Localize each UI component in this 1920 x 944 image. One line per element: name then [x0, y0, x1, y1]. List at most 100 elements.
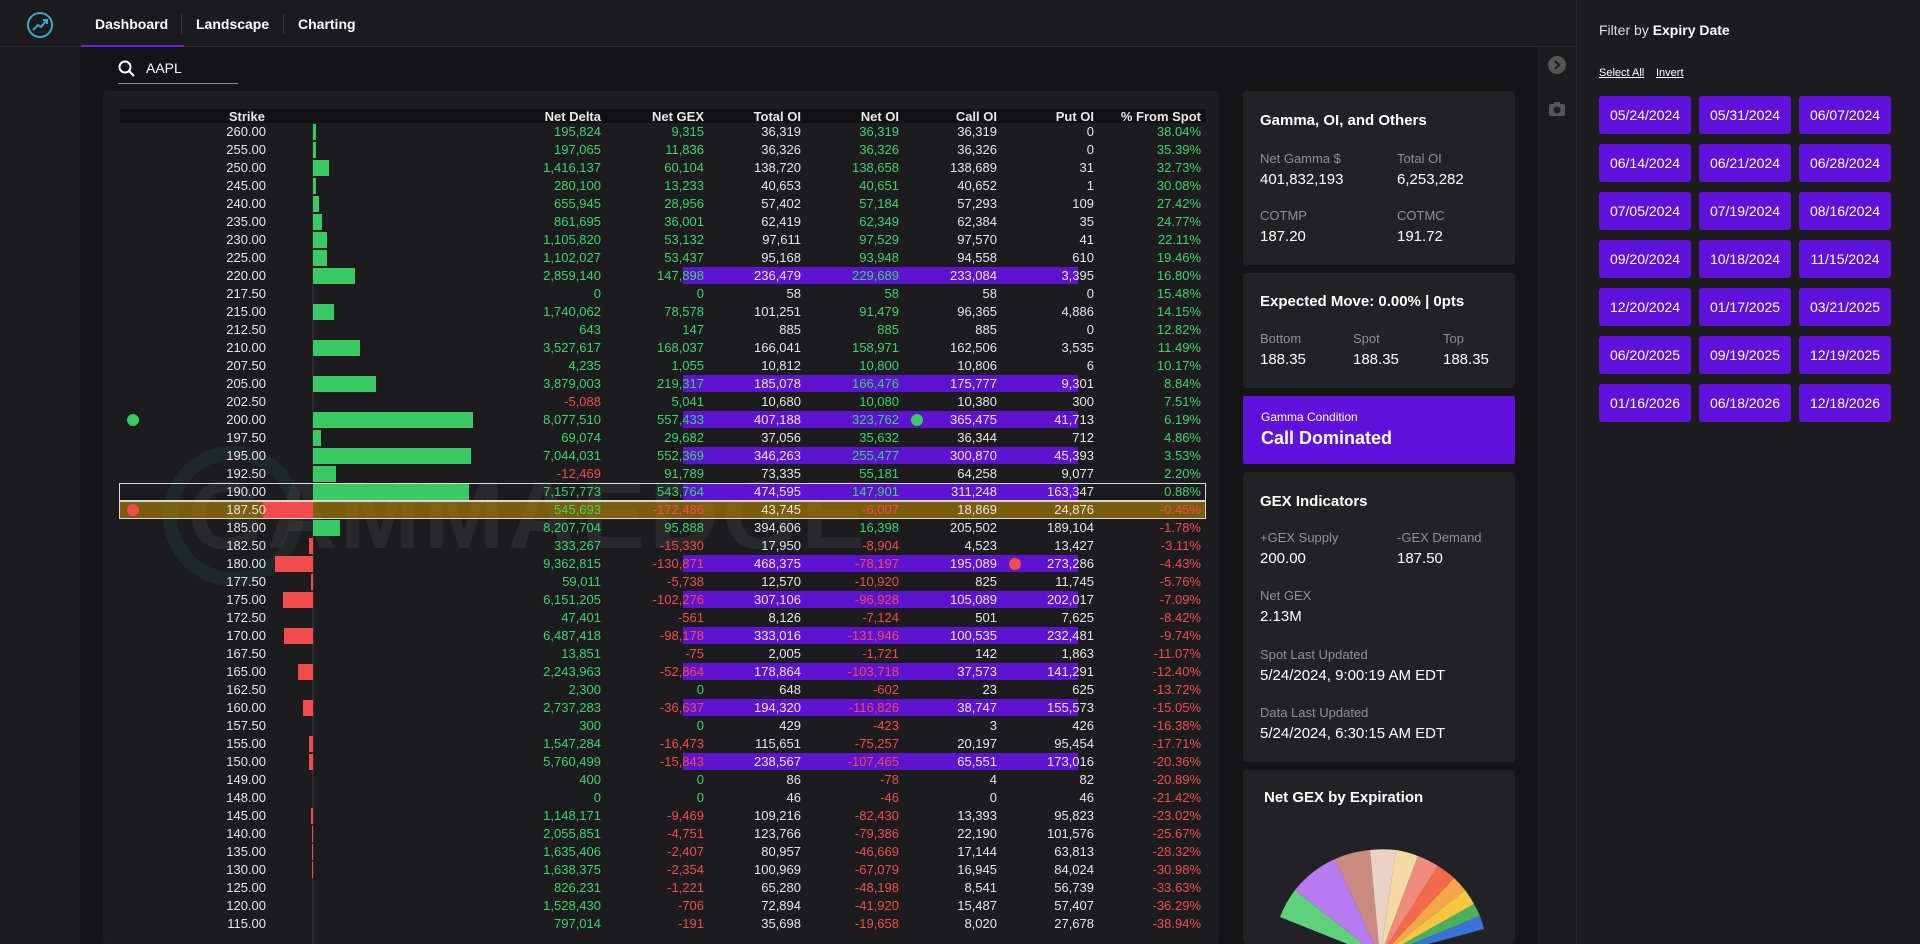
call-oi-cell: 4 [989, 772, 997, 787]
net-oi-cell: -82,430 [854, 808, 899, 823]
table-row[interactable]: 255.00 197,065 11,836 36,326 36,326 36,326 0 35… [103, 141, 1219, 159]
table-row[interactable]: 210.00 3,527,617 168,037 166,041 158,971 162,… [103, 339, 1219, 357]
select-all-link[interactable]: Select All [1599, 67, 1645, 79]
gex-bar [298, 664, 313, 680]
chevron-right-icon[interactable] [1547, 55, 1567, 75]
table-row[interactable]: 250.00 1,416,137 60,104 138,720 138,658 138,6… [103, 159, 1219, 177]
table-row[interactable]: 120.00 1,528,430 -706 72,894 -41,920 15,487 57… [103, 897, 1219, 915]
camera-icon[interactable] [1547, 99, 1567, 119]
table-row[interactable]: 225.00 1,102,027 53,437 95,168 93,948 94,558 6… [103, 249, 1219, 267]
expiry-date-button[interactable]: 07/19/2024 [1699, 192, 1791, 230]
tab-charting[interactable]: Charting [298, 16, 356, 32]
table-row[interactable]: 217.50 0 0 58 58 58 0 15.48% [103, 285, 1219, 303]
table-row[interactable]: 207.50 4,235 1,055 10,812 10,800 10,806 6 10.17… [103, 357, 1219, 375]
tab-dashboard[interactable]: Dashboard [80, 16, 185, 47]
net-delta-cell: 47,401 [561, 610, 601, 625]
table-row[interactable]: 115.00 797,014 -191 35,698 -19,658 8,020 27,67… [103, 915, 1219, 933]
net-gex-cell: -15,330 [659, 538, 704, 553]
app-logo-icon[interactable] [27, 12, 53, 38]
expiry-date-button[interactable]: 06/28/2024 [1799, 144, 1891, 182]
total-oi-cell: 10,812 [761, 358, 801, 373]
expiry-date-button[interactable]: 09/19/2025 [1699, 336, 1791, 374]
col-header-net-gex[interactable]: Net GEX [651, 109, 704, 124]
table-row[interactable]: 130.00 1,638,375 -2,354 100,969 -67,079 16,94… [103, 861, 1219, 879]
col-header-net-oi[interactable]: Net OI [860, 109, 899, 124]
expiry-date-button[interactable]: 06/20/2025 [1599, 336, 1691, 374]
net-delta-cell: 655,945 [554, 196, 601, 211]
col-header-put-oi[interactable]: Put OI [1055, 109, 1094, 124]
expiry-date-button[interactable]: 08/16/2024 [1799, 192, 1891, 230]
table-row[interactable]: 160.00 2,737,283 -36,637 194,320 -116,826 38,… [103, 699, 1219, 717]
table-row[interactable]: 260.00 195,824 9,315 36,319 36,319 36,319 0 38.… [103, 123, 1219, 141]
table-row[interactable]: 155.00 1,547,284 -16,473 115,651 -75,257 20,1… [103, 735, 1219, 753]
expiry-date-button[interactable]: 06/07/2024 [1799, 96, 1891, 134]
col-header-pct-from-spot[interactable]: % From Spot [1120, 109, 1201, 124]
table-row[interactable]: 175.00 6,151,205 -102,276 307,106 -96,928 105… [103, 591, 1219, 609]
table-row[interactable]: 240.00 655,945 28,956 57,402 57,184 57,293 109… [103, 195, 1219, 213]
table-row[interactable]: 187.50 545,693 -172,486 43,745 -6,007 18,869 2… [103, 501, 1219, 519]
table-row[interactable]: 148.00 0 0 46 -46 0 46 -21.42% [103, 789, 1219, 807]
table-row[interactable]: 185.00 8,207,704 95,888 394,606 16,398 205,50… [103, 519, 1219, 537]
table-row[interactable]: 202.50 -5,088 5,041 10,680 10,080 10,380 300 7.… [103, 393, 1219, 411]
ticker-search-input[interactable]: AAPL [118, 56, 238, 84]
expiry-date-button[interactable]: 11/15/2024 [1799, 240, 1891, 278]
net-gex-cell: -102,276 [652, 592, 704, 607]
table-row[interactable]: 165.00 2,243,963 -52,864 178,864 -103,718 37,… [103, 663, 1219, 681]
col-header-net-delta[interactable]: Net Delta [544, 109, 601, 124]
strike-cell: 155.00 [226, 736, 266, 751]
expiry-date-button[interactable]: 01/17/2025 [1699, 288, 1791, 326]
table-row[interactable]: 150.00 5,760,499 -15,843 238,567 -107,465 65,… [103, 753, 1219, 771]
expiry-date-button[interactable]: 06/18/2026 [1699, 384, 1791, 422]
expiry-date-button[interactable]: 10/18/2024 [1699, 240, 1791, 278]
table-row[interactable]: 190.00 7,157,773 543,764 474,595 147,901 311,… [103, 483, 1219, 501]
table-row[interactable]: 182.50 333,267 -15,330 17,950 -8,904 4,523 13,… [103, 537, 1219, 555]
expiry-date-button[interactable]: 06/14/2024 [1599, 144, 1691, 182]
table-row[interactable]: 215.00 1,740,062 78,578 101,251 91,479 96,365… [103, 303, 1219, 321]
table-row[interactable]: 192.50 -12,469 91,789 73,335 55,181 64,258 9,0… [103, 465, 1219, 483]
table-row[interactable]: 162.50 2,300 0 648 -602 23 625 -13.72% [103, 681, 1219, 699]
table-row[interactable]: 145.00 1,148,171 -9,469 109,216 -82,430 13,39… [103, 807, 1219, 825]
strike-cell: 165.00 [226, 664, 266, 679]
expiry-date-button[interactable]: 12/18/2026 [1799, 384, 1891, 422]
expiry-date-button[interactable]: 09/20/2024 [1599, 240, 1691, 278]
table-row[interactable]: 167.50 13,851 -75 2,005 -1,721 142 1,863 -11.07… [103, 645, 1219, 663]
table-row[interactable]: 195.00 7,044,031 552,369 346,263 255,477 300,… [103, 447, 1219, 465]
table-row[interactable]: 180.00 9,362,815 -130,871 468,375 -78,197 195… [103, 555, 1219, 573]
table-row[interactable]: 245.00 280,100 13,233 40,653 40,651 40,652 1 30… [103, 177, 1219, 195]
col-header-total-oi[interactable]: Total OI [753, 109, 801, 124]
table-row[interactable]: 197.50 69,074 29,682 37,056 35,632 36,344 712 4… [103, 429, 1219, 447]
col-header-call-oi[interactable]: Call OI [955, 109, 997, 124]
table-row[interactable]: 140.00 2,055,851 -4,751 123,766 -79,386 22,19… [103, 825, 1219, 843]
tab-landscape[interactable]: Landscape [196, 16, 270, 32]
table-row[interactable]: 220.00 2,859,140 147,898 236,479 229,689 233,… [103, 267, 1219, 285]
total-oi-cell: 35,698 [761, 916, 801, 931]
expiry-date-button[interactable]: 12/20/2024 [1599, 288, 1691, 326]
expiry-date-button[interactable]: 05/24/2024 [1599, 96, 1691, 134]
table-row[interactable]: 170.00 6,487,418 -98,178 333,016 -131,946 100… [103, 627, 1219, 645]
expiry-date-button[interactable]: 01/16/2026 [1599, 384, 1691, 422]
table-row[interactable]: 230.00 1,105,820 53,132 97,611 97,529 97,570 4… [103, 231, 1219, 249]
invert-link[interactable]: Invert [1656, 67, 1684, 79]
net-oi-cell: -78,197 [854, 556, 899, 571]
table-row[interactable]: 235.00 861,695 36,001 62,419 62,349 62,384 35 2… [103, 213, 1219, 231]
gex-bar [312, 826, 313, 842]
put-oi-cell: 141,291 [1047, 664, 1094, 679]
table-row[interactable]: 200.00 8,077,510 557,433 407,188 323,762 365,… [103, 411, 1219, 429]
table-row[interactable]: 125.00 826,231 -1,221 65,280 -48,198 8,541 56,… [103, 879, 1219, 897]
table-row[interactable]: 172.50 47,401 -561 8,126 -7,124 501 7,625 -8.42… [103, 609, 1219, 627]
expiry-date-button[interactable]: 07/05/2024 [1599, 192, 1691, 230]
em-top-value: 188.35 [1443, 351, 1489, 368]
table-row[interactable]: 212.50 643 147 885 885 885 0 12.82% [103, 321, 1219, 339]
expiry-date-button[interactable]: 03/21/2025 [1799, 288, 1891, 326]
table-row[interactable]: 135.00 1,635,406 -2,407 80,957 -46,669 17,144… [103, 843, 1219, 861]
call-wall-marker-dot [911, 414, 923, 426]
table-row[interactable]: 177.50 59,011 -5,738 12,570 -10,920 825 11,745… [103, 573, 1219, 591]
expiry-date-button[interactable]: 12/19/2025 [1799, 336, 1891, 374]
col-header-strike[interactable]: Strike [228, 109, 265, 124]
expiry-date-button[interactable]: 05/31/2024 [1699, 96, 1791, 134]
expiry-date-button[interactable]: 06/21/2024 [1699, 144, 1791, 182]
table-row[interactable]: 149.00 400 0 86 -78 4 82 -20.89% [103, 771, 1219, 789]
table-row[interactable]: 205.00 3,879,003 219,317 185,078 166,476 175,… [103, 375, 1219, 393]
table-row[interactable]: 157.50 300 0 429 -423 3 426 -16.38% [103, 717, 1219, 735]
total-oi-cell: 36,326 [761, 142, 801, 157]
